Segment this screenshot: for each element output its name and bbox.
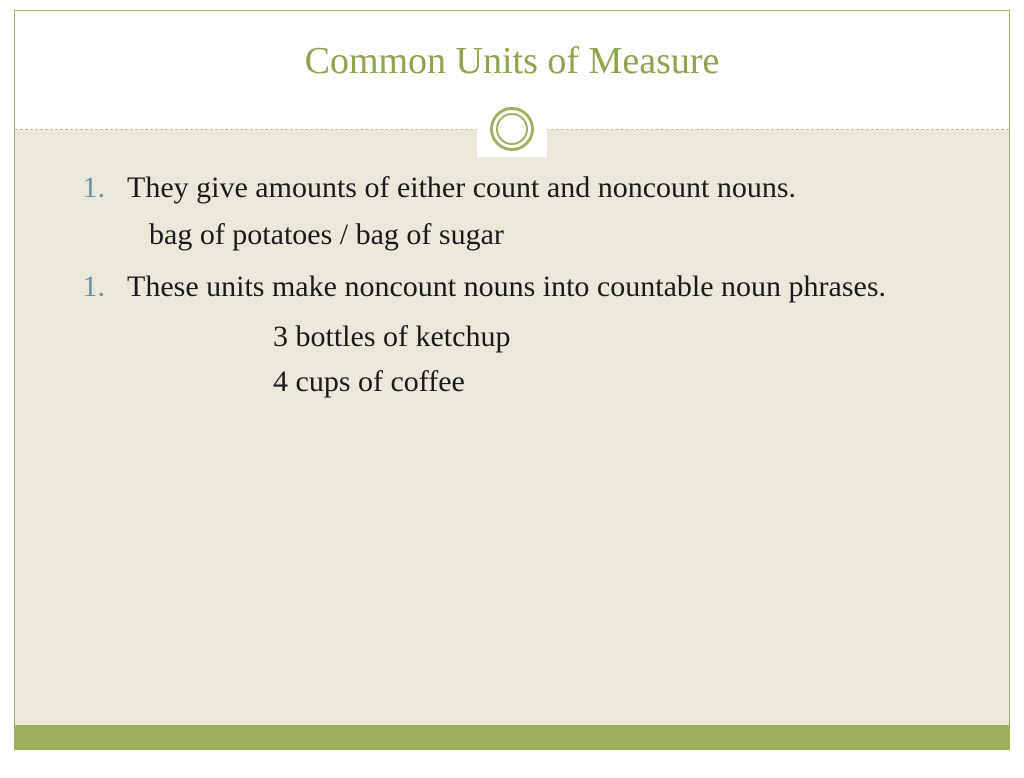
list-item: 1. These units make noncount nouns into … (65, 267, 959, 308)
list-text: They give amounts of either count and no… (127, 168, 959, 209)
slide-title: Common Units of Measure (15, 11, 1009, 83)
slide-frame: Common Units of Measure 1. They give amo… (14, 10, 1010, 750)
header: Common Units of Measure (15, 11, 1009, 130)
ring-ornament (477, 101, 547, 157)
sub-item: 3 bottles of ketchup (65, 314, 959, 359)
sub-item: bag of potatoes / bag of sugar (65, 215, 959, 256)
list-item: 1. They give amounts of either count and… (65, 168, 959, 209)
body: 1. They give amounts of either count and… (15, 130, 1009, 726)
list-text: These units make noncount nouns into cou… (127, 267, 959, 308)
list-number: 1. (65, 267, 127, 308)
list-number: 1. (65, 168, 127, 209)
bottom-accent-bar (15, 725, 1009, 749)
sub-item: 4 cups of coffee (65, 359, 959, 404)
